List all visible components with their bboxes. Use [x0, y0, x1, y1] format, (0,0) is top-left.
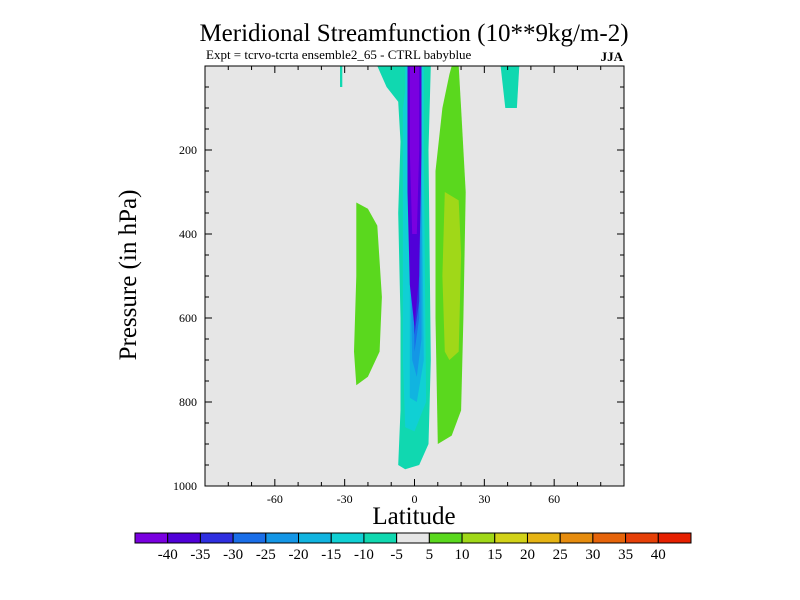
colorbar-label: -10 [354, 547, 374, 563]
y-axis-label: Pressure (in hPa) [115, 190, 142, 361]
colorbar-swatch [625, 532, 659, 544]
x-tick-label: -60 [267, 492, 283, 506]
colorbar-swatch [134, 532, 169, 544]
colorbar-swatch [199, 532, 234, 544]
colorbar-label: -25 [256, 547, 276, 563]
colorbar-swatch [265, 532, 300, 544]
x-tick-label: -30 [337, 492, 353, 506]
y-tick-label: 800 [179, 395, 197, 409]
x-tick-label: 30 [478, 492, 490, 506]
colorbar-label: 10 [455, 547, 470, 563]
colorbar: -40 -35 -30 -25 -20 -15 -10 -5 5 10 15 20 25 30 35 40 [134, 532, 692, 563]
colorbar-label: 30 [585, 547, 600, 563]
y-axis-ticks: 200 400 600 800 1000 [173, 86, 624, 493]
colorbar-label: -20 [289, 547, 309, 563]
colorbar-label: -35 [190, 547, 210, 563]
contour-region-10 [354, 202, 382, 386]
colorbar-label: 15 [487, 547, 502, 563]
contour-region-9 [409, 66, 420, 234]
x-tick-label: 0 [412, 492, 418, 506]
colorbar-label: 20 [520, 547, 535, 563]
y-tick-label: 1000 [173, 479, 197, 493]
contour-regions [340, 66, 520, 470]
colorbar-label: 35 [618, 547, 633, 563]
colorbar-swatch [657, 532, 692, 544]
colorbar-label: -15 [321, 547, 341, 563]
x-tick-label: 60 [548, 492, 560, 506]
colorbar-swatch [396, 532, 430, 544]
colorbar-label: 25 [553, 547, 568, 563]
colorbar-label: -40 [158, 547, 178, 563]
colorbar-swatch [559, 532, 594, 544]
y-tick-label: 400 [179, 227, 197, 241]
colorbar-swatch [298, 532, 332, 544]
season-label: JJA [601, 49, 624, 64]
colorbar-swatch [232, 532, 267, 544]
x-axis-label: Latitude [372, 503, 455, 530]
chart-title: Meridional Streamfunction (10**9kg/m-2) [199, 20, 628, 47]
colorbar-swatch [494, 532, 528, 544]
y-tick-label: 600 [179, 311, 197, 325]
colorbar-label: -30 [223, 547, 243, 563]
colorbar-swatch [592, 532, 627, 544]
colorbar-label: -5 [390, 547, 403, 563]
colorbar-label: 40 [651, 547, 666, 563]
y-tick-label: 200 [179, 143, 197, 157]
contour-region-1 [340, 66, 343, 87]
colorbar-swatch [461, 532, 496, 544]
colorbar-swatch [428, 532, 463, 544]
chart-subtitle: Expt = tcrvo-tcrta ensemble2_65 - CTRL b… [206, 47, 472, 62]
plot-area [204, 65, 625, 487]
contour-region-2 [500, 66, 520, 108]
colorbar-swatch [167, 532, 201, 544]
colorbar-swatch [330, 532, 365, 544]
contour-region-12 [442, 192, 462, 360]
x-axis-ticks: -60 -30 0 30 60 [227, 66, 602, 506]
colorbar-label: 5 [426, 547, 434, 563]
colorbar-swatch [363, 532, 398, 544]
colorbar-swatch [526, 532, 561, 544]
